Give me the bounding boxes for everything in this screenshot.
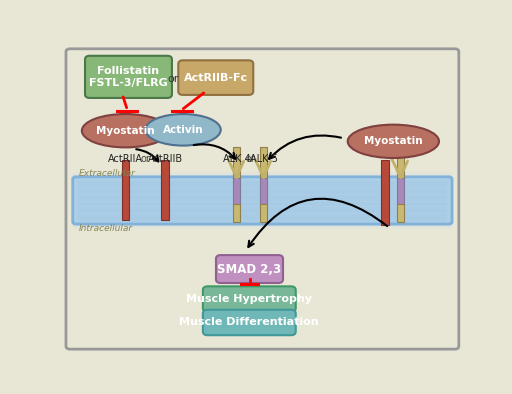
Bar xyxy=(121,160,130,220)
FancyBboxPatch shape xyxy=(203,310,296,335)
Ellipse shape xyxy=(82,114,169,147)
Text: SMAD 2,3: SMAD 2,3 xyxy=(218,262,282,275)
FancyBboxPatch shape xyxy=(73,177,452,224)
Text: Extracellular: Extracellular xyxy=(79,169,136,178)
Text: or: or xyxy=(167,74,179,84)
Bar xyxy=(397,204,403,222)
Text: Activin: Activin xyxy=(163,125,203,135)
Bar xyxy=(261,147,267,179)
Text: Muscle Differentiation: Muscle Differentiation xyxy=(180,318,319,327)
FancyBboxPatch shape xyxy=(72,173,453,229)
Text: Intracellular: Intracellular xyxy=(79,224,133,233)
Text: ALK 5: ALK 5 xyxy=(250,154,278,164)
Text: ActRIIB: ActRIIB xyxy=(147,154,183,164)
Bar xyxy=(397,154,403,179)
FancyBboxPatch shape xyxy=(203,286,296,312)
FancyBboxPatch shape xyxy=(178,60,253,95)
Bar xyxy=(233,178,240,205)
FancyBboxPatch shape xyxy=(72,171,453,230)
Bar xyxy=(397,178,403,205)
Bar xyxy=(261,178,267,205)
FancyBboxPatch shape xyxy=(72,174,453,227)
Ellipse shape xyxy=(145,114,221,145)
Text: or: or xyxy=(245,154,255,164)
Bar xyxy=(233,204,240,222)
FancyBboxPatch shape xyxy=(72,176,453,225)
Text: Myostatin: Myostatin xyxy=(96,126,155,136)
Text: Follistatin
FSTL-3/FLRG: Follistatin FSTL-3/FLRG xyxy=(89,66,168,88)
Text: Muscle Hypertrophy: Muscle Hypertrophy xyxy=(186,294,312,304)
Text: or: or xyxy=(140,154,151,164)
FancyBboxPatch shape xyxy=(85,56,172,98)
Bar xyxy=(381,160,390,225)
Bar xyxy=(233,147,240,179)
Text: ActRIIA: ActRIIA xyxy=(108,154,143,164)
Ellipse shape xyxy=(348,125,439,158)
FancyBboxPatch shape xyxy=(216,255,283,283)
FancyBboxPatch shape xyxy=(66,49,459,349)
Text: ALK 4: ALK 4 xyxy=(223,154,250,164)
Bar xyxy=(161,160,169,220)
Text: Myostatin: Myostatin xyxy=(364,136,423,146)
Text: ActRIIB-Fc: ActRIIB-Fc xyxy=(184,72,248,83)
Bar xyxy=(261,204,267,222)
FancyBboxPatch shape xyxy=(72,175,453,226)
